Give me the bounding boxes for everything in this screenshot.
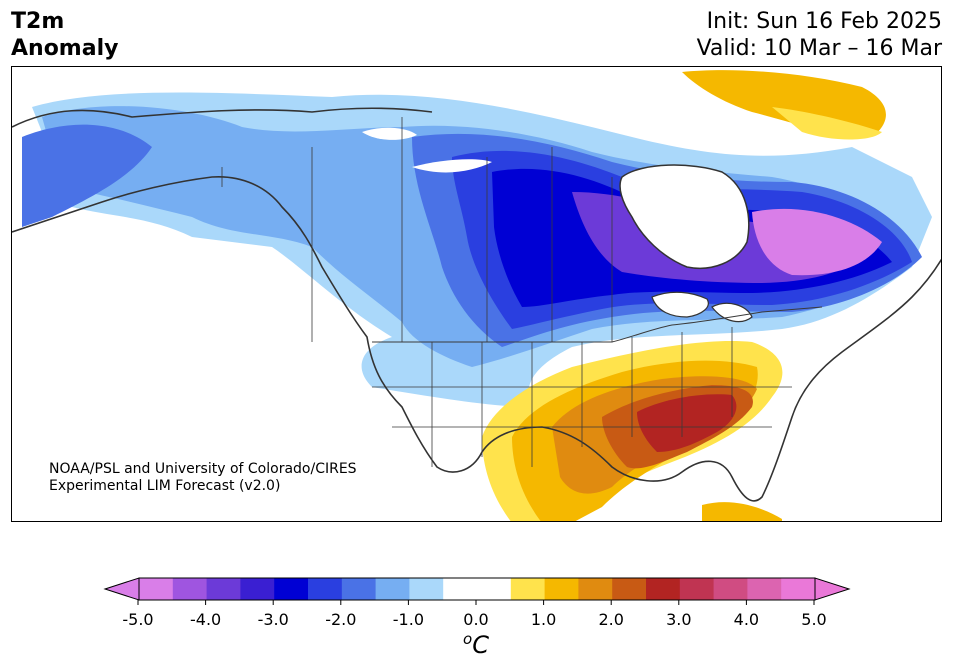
colorbar-under-triangle — [103, 577, 140, 601]
anomaly-region-cuba — [702, 502, 782, 521]
coastline — [12, 107, 941, 502]
title-line-1: T2m — [11, 9, 65, 34]
anomaly-map — [11, 66, 942, 522]
colorbar-cell — [781, 578, 816, 600]
colorbar-cell — [139, 578, 174, 600]
us-canada-border — [372, 306, 823, 343]
colorbar-tick-label: -5.0 — [122, 610, 154, 629]
colorbar-outline — [138, 577, 816, 601]
colorbar-tick-label: 4.0 — [733, 610, 760, 629]
colorbar-units: oC — [463, 630, 489, 659]
colorbar-cell — [679, 578, 715, 600]
colorbar-cells — [139, 578, 816, 600]
colorbar-cell — [341, 578, 377, 600]
colorbar-tick-label: 0.0 — [463, 610, 489, 629]
map-title: T2m Anomaly — [11, 8, 118, 62]
credit-text: NOAA/PSL and University of Colorado/CIRE… — [49, 461, 357, 495]
colorbar-tick-label: 1.0 — [530, 610, 557, 629]
colorbar-cell — [206, 578, 241, 600]
great-bear-lake — [362, 127, 417, 140]
anomaly-region-greenland-light — [772, 107, 882, 140]
province-borders — [221, 117, 613, 342]
colorbar-cell — [308, 578, 343, 600]
colorbar-tick-label: -3.0 — [257, 610, 289, 629]
colorbar-cell — [274, 578, 309, 600]
colorbar-cell — [477, 578, 512, 600]
credit-line-2: Experimental LIM Forecast (v2.0) — [49, 478, 281, 494]
colorbar-cell — [443, 578, 478, 600]
colorbar-tick-label: -2.0 — [325, 610, 357, 629]
anomaly-region-red — [637, 394, 737, 452]
colorbar-cell — [510, 578, 546, 600]
colorbar-tick-label: 5.0 — [801, 610, 827, 629]
colorbar-tick-label: 2.0 — [598, 610, 624, 629]
colorbar-over-triangle — [814, 577, 851, 601]
colorbar-cell — [544, 578, 579, 600]
init-date: Init: Sun 16 Feb 2025 — [706, 9, 942, 34]
colorbar-cell — [646, 578, 681, 600]
anomaly-map-svg — [12, 70, 941, 521]
colorbar-cell — [172, 578, 208, 600]
forecast-dates: Init: Sun 16 Feb 2025 Valid: 10 Mar – 16… — [697, 8, 942, 62]
colorbar-cell — [240, 578, 275, 600]
units-degree: o — [463, 630, 473, 648]
colorbar-ticks — [137, 600, 815, 605]
hudson-bay — [619, 164, 750, 269]
great-slave-lake — [412, 159, 492, 173]
great-lakes — [651, 291, 753, 323]
colorbar-tick-label: 3.0 — [666, 610, 692, 629]
credit-line-1: NOAA/PSL and University of Colorado/CIRE… — [49, 461, 357, 477]
anomaly-region-magenta — [752, 208, 882, 276]
colorbar-cell — [612, 578, 647, 600]
colorbar-cell — [375, 578, 410, 600]
colorbar-cell — [409, 578, 444, 600]
colorbar-cell — [747, 578, 782, 600]
state-borders — [372, 327, 792, 467]
title-line-2: Anomaly — [11, 36, 119, 61]
colorbar-tick-label: -1.0 — [392, 610, 424, 629]
colorbar-cell — [713, 578, 748, 600]
colorbar-cell — [578, 578, 613, 600]
valid-dates: Valid: 10 Mar – 16 Mar — [696, 36, 942, 61]
units-base: C — [472, 631, 489, 659]
colorbar-tick-label: -4.0 — [189, 610, 222, 629]
